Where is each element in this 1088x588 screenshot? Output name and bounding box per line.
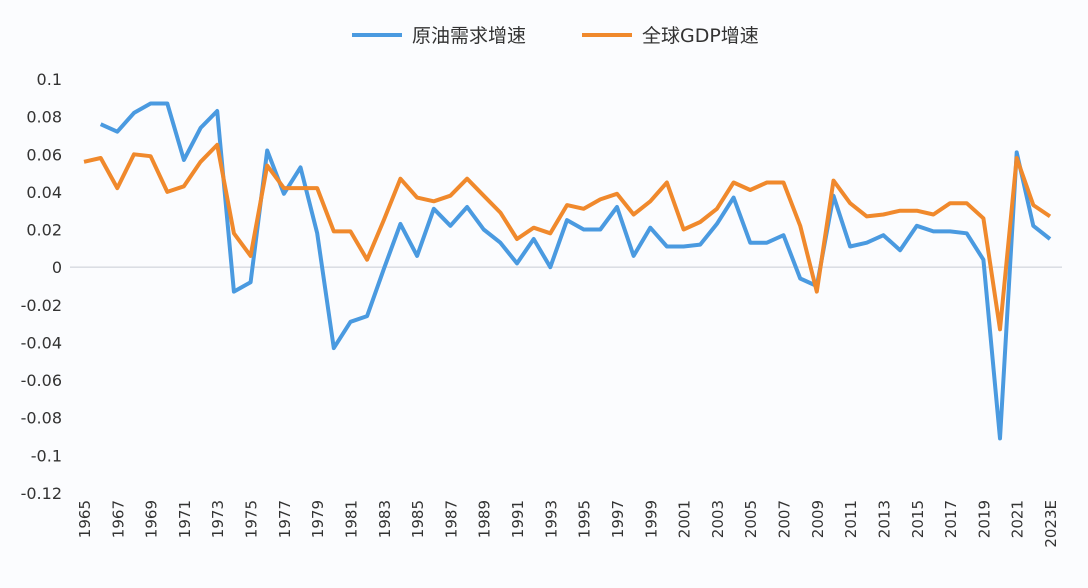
x-axis: 1965 1967 1969 1971 1973 1975 1977 1979 1981 1983… xyxy=(76,500,1060,548)
legend: 原油需求增速 全球GDP增速 xyxy=(352,25,759,47)
y-tick-label: -0.1 xyxy=(31,446,62,465)
x-tick-label: 1999 xyxy=(642,500,660,538)
y-tick-label: 0.02 xyxy=(26,221,62,240)
y-tick-label: 0.08 xyxy=(26,108,62,127)
x-tick-label: 2009 xyxy=(809,500,827,538)
x-tick-label: 1979 xyxy=(309,500,327,538)
x-tick-label: 1991 xyxy=(509,500,527,538)
y-tick-label: -0.04 xyxy=(21,333,62,352)
x-tick-label: 1989 xyxy=(476,500,494,538)
x-tick-label: 1977 xyxy=(276,500,294,538)
x-tick-label: 2011 xyxy=(842,500,860,538)
y-tick-label: 0 xyxy=(52,258,62,277)
x-tick-label: 1973 xyxy=(209,500,227,538)
x-tick-label: 2013 xyxy=(875,500,893,538)
series-group xyxy=(83,101,1052,441)
x-tick-label: 1985 xyxy=(409,500,427,538)
y-tick-label: 0.04 xyxy=(26,183,62,202)
x-tick-label: 1987 xyxy=(442,500,460,538)
y-tick-label: -0.08 xyxy=(21,409,62,428)
y-tick-label: -0.06 xyxy=(21,371,62,390)
x-tick-label: 1975 xyxy=(243,500,261,538)
legend-label: 全球GDP增速 xyxy=(642,25,759,47)
series-line-0 xyxy=(99,101,1052,441)
series-line-1 xyxy=(83,142,1052,332)
x-tick-label: 1967 xyxy=(109,500,127,538)
x-tick-label: 1965 xyxy=(76,500,94,538)
x-tick-label: 1981 xyxy=(342,500,360,538)
x-tick-label: 2021 xyxy=(1009,500,1027,538)
x-tick-label: 1993 xyxy=(542,500,560,538)
y-tick-label: -0.02 xyxy=(21,296,62,315)
x-tick-label: 1983 xyxy=(376,500,394,538)
x-tick-label: 1969 xyxy=(143,500,161,538)
x-tick-label: 2005 xyxy=(742,500,760,538)
y-axis: 0.1 0.08 0.06 0.04 0.02 0 -0.02 -0.04 -0.06 -0.08… xyxy=(21,70,62,503)
legend-label: 原油需求增速 xyxy=(412,25,526,47)
y-tick-label: -0.12 xyxy=(21,484,62,503)
x-tick-label: 2023E xyxy=(1042,500,1060,548)
x-tick-label: 2003 xyxy=(709,500,727,538)
x-tick-label: 2019 xyxy=(975,500,993,538)
x-tick-label: 2017 xyxy=(942,500,960,538)
x-tick-label: 1971 xyxy=(176,500,194,538)
y-tick-label: 0.06 xyxy=(26,145,62,164)
x-tick-label: 1997 xyxy=(609,500,627,538)
x-tick-label: 1995 xyxy=(576,500,594,538)
y-tick-label: 0.1 xyxy=(37,70,62,89)
x-tick-label: 2015 xyxy=(909,500,927,538)
x-tick-label: 2001 xyxy=(676,500,694,538)
x-tick-label: 2007 xyxy=(776,500,794,538)
